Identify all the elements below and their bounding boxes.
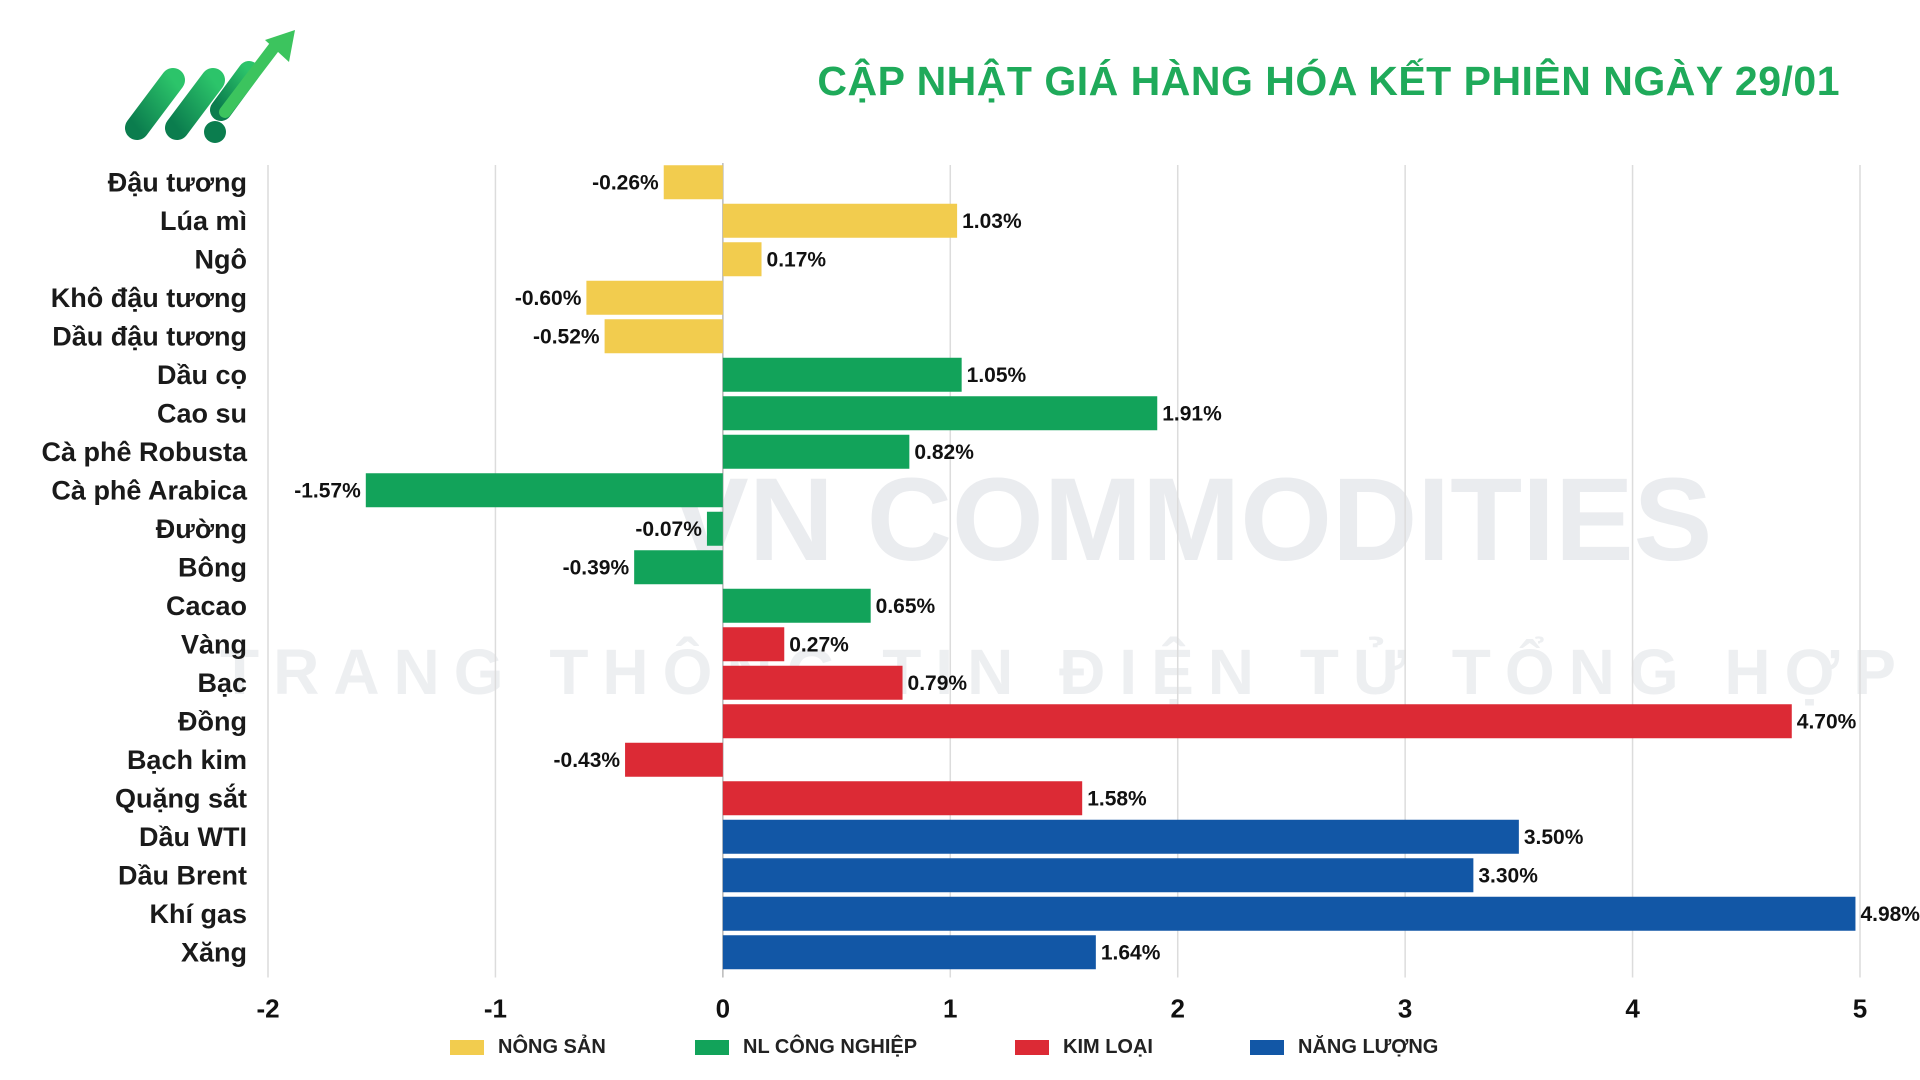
x-tick-label: -1 (484, 994, 507, 1024)
data-label: 1.64% (1101, 941, 1161, 964)
chart-title: CẬP NHẬT GIÁ HÀNG HÓA KẾT PHIÊN NGÀY 29/… (817, 58, 1840, 104)
category-label: Cao su (157, 398, 247, 428)
category-label: Đường (156, 514, 247, 544)
bar (722, 935, 1096, 970)
labels: -2 -1 0 1 2 3 4 5 Đậu tương -0.26% Lúa mì 1.03% Ngô 0… (41, 167, 1920, 1023)
category-label: Cà phê Arabica (51, 475, 248, 505)
bar (625, 742, 723, 777)
data-label: 1.91% (1162, 402, 1222, 425)
category-label: Bạc (197, 668, 247, 698)
bar (722, 858, 1474, 893)
x-tick-label: 0 (716, 994, 730, 1024)
data-label: 1.03% (962, 210, 1022, 233)
legend-item-kim-loai: KIM LOẠI (1015, 1036, 1153, 1059)
legend-label: NÔNG SẢN (498, 1036, 606, 1058)
data-label: 0.82% (914, 441, 974, 464)
category-label: Khí gas (149, 899, 247, 929)
bar (722, 434, 910, 469)
data-label: 3.30% (1478, 864, 1538, 887)
bar (722, 357, 962, 392)
legend-swatch (1250, 1040, 1284, 1055)
category-label: Khô đậu tương (51, 283, 247, 313)
x-tick-label: -2 (256, 994, 279, 1024)
category-label: Bạch kim (127, 745, 247, 775)
category-label: Dầu đậu tương (52, 321, 247, 351)
bar (722, 781, 1083, 816)
x-tick-label: 1 (943, 994, 957, 1024)
bar (604, 319, 723, 354)
bar (722, 242, 762, 277)
bar (722, 588, 871, 623)
brand-logo (125, 28, 305, 148)
data-label: 4.70% (1797, 710, 1857, 733)
data-label: -1.57% (294, 479, 361, 502)
category-label: Đồng (178, 706, 247, 736)
watermark-text: VN COMMODITIES (670, 454, 1712, 586)
legend-item-nl-cong-nghiep: NL CÔNG NGHIỆP (695, 1036, 917, 1059)
legend: NÔNG SẢN NL CÔNG NGHIỆP KIM LOẠI NĂNG LƯ… (450, 1036, 1550, 1066)
data-label: 0.79% (908, 672, 968, 695)
bar (634, 550, 723, 585)
data-label: -0.26% (592, 171, 659, 194)
category-label: Dầu WTI (139, 822, 247, 852)
data-label: 0.17% (767, 248, 827, 271)
data-label: -0.52% (533, 325, 600, 348)
bar (722, 819, 1519, 854)
legend-swatch (695, 1040, 729, 1055)
bar (722, 665, 903, 700)
x-tick-label: 3 (1398, 994, 1412, 1024)
watermark-subtext: TRANG THÔNG TIN ĐIỆN TỬ TỔNG HỢP (220, 635, 1910, 708)
bar (722, 627, 785, 662)
category-label: Dầu Brent (118, 860, 247, 890)
category-label: Xăng (181, 937, 247, 967)
data-label: 4.98% (1860, 903, 1920, 926)
legend-label: NL CÔNG NGHIỆP (743, 1036, 918, 1058)
category-label: Ngô (195, 244, 247, 274)
bar (722, 896, 1856, 931)
x-tick-label: 2 (1170, 994, 1184, 1024)
bar (706, 511, 723, 546)
x-tick-label: 5 (1853, 994, 1867, 1024)
legend-item-nang-luong: NĂNG LƯỢNG (1250, 1036, 1438, 1059)
category-label: Dầu cọ (157, 360, 247, 390)
bar (722, 396, 1158, 431)
category-label: Bông (178, 552, 247, 582)
data-label: 3.50% (1524, 826, 1584, 849)
category-label: Cà phê Robusta (41, 437, 248, 467)
legend-label: NĂNG LƯỢNG (1298, 1036, 1439, 1058)
data-label: 1.05% (967, 364, 1027, 387)
bar (722, 704, 1792, 739)
bar (586, 280, 723, 315)
category-label: Quặng sắt (115, 782, 247, 813)
legend-label: KIM LOẠI (1063, 1036, 1153, 1058)
bar-chart: VN COMMODITIES TRANG THÔNG TIN ĐIỆN TỬ T… (41, 163, 1920, 1024)
bar (722, 203, 958, 238)
legend-swatch (1015, 1040, 1049, 1055)
category-label: Lúa mì (160, 206, 247, 236)
bar (663, 165, 723, 200)
watermark: VN COMMODITIES TRANG THÔNG TIN ĐIỆN TỬ T… (220, 454, 1910, 708)
data-label: 0.65% (876, 595, 936, 618)
data-label: -0.60% (515, 287, 582, 310)
data-label: -0.07% (635, 518, 702, 541)
data-label: 0.27% (789, 633, 849, 656)
legend-item-nong-san: NÔNG SẢN (450, 1036, 606, 1059)
data-label: -0.39% (563, 556, 630, 579)
category-label: Vàng (181, 629, 247, 659)
data-label: -0.43% (554, 749, 621, 772)
legend-swatch (450, 1040, 484, 1055)
bar (365, 473, 723, 508)
data-label: 1.58% (1087, 787, 1147, 810)
category-label: Cacao (166, 591, 247, 621)
x-tick-label: 4 (1625, 994, 1640, 1024)
category-label: Đậu tương (108, 167, 247, 197)
bars (365, 165, 1856, 970)
